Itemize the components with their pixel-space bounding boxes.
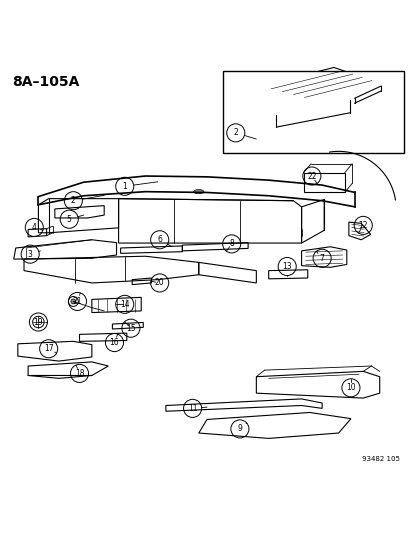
FancyBboxPatch shape [223, 71, 404, 154]
Text: 8A–105A: 8A–105A [12, 75, 79, 90]
Text: 22: 22 [306, 172, 316, 181]
Text: 19: 19 [33, 318, 43, 327]
Bar [303, 173, 344, 192]
Text: 5: 5 [66, 215, 71, 224]
Text: 16: 16 [109, 338, 119, 347]
Text: 14: 14 [120, 300, 129, 309]
Text: 4: 4 [32, 223, 37, 232]
Text: 17: 17 [44, 344, 53, 353]
Text: 8: 8 [229, 239, 233, 248]
Text: 2: 2 [233, 128, 237, 138]
Text: 18: 18 [75, 369, 84, 378]
Text: 13: 13 [282, 262, 291, 271]
Text: 12: 12 [358, 221, 367, 230]
Text: 15: 15 [126, 324, 135, 333]
Text: 9: 9 [237, 424, 242, 433]
Ellipse shape [193, 190, 204, 193]
Text: 11: 11 [188, 404, 197, 413]
Text: 7: 7 [319, 254, 324, 263]
Text: 21: 21 [73, 297, 82, 306]
Text: 1: 1 [122, 182, 127, 191]
Text: 10: 10 [345, 383, 355, 392]
Circle shape [71, 299, 76, 304]
Text: 2: 2 [71, 196, 76, 205]
Text: 3: 3 [28, 249, 33, 259]
Text: 20: 20 [154, 278, 164, 287]
Text: 93482 105: 93482 105 [361, 456, 399, 462]
Text: 6: 6 [157, 235, 162, 244]
